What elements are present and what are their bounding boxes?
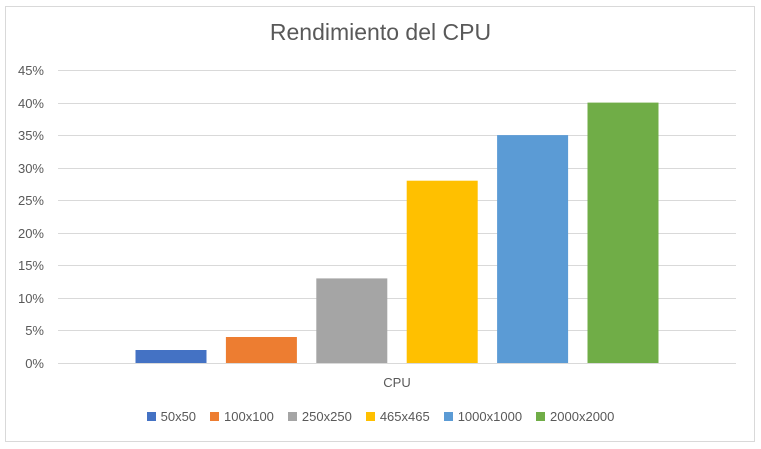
legend-item: 250x250 xyxy=(287,409,352,424)
y-tick-label: 35% xyxy=(18,128,44,143)
y-tick-label: 25% xyxy=(18,193,44,208)
legend-swatch xyxy=(536,412,546,421)
bar-465x465 xyxy=(406,180,478,363)
legend-item: 50x50 xyxy=(146,409,197,424)
y-tick-label: 5% xyxy=(25,323,44,338)
legend-label: 250x250 xyxy=(301,409,352,424)
legend-label: 50x50 xyxy=(160,409,197,424)
legend-item: 1000x1000 xyxy=(443,409,523,424)
legend-swatch xyxy=(443,412,453,421)
legend-label: 1000x1000 xyxy=(457,409,523,424)
y-tick-label: 15% xyxy=(18,258,44,273)
legend-label: 465x465 xyxy=(379,409,430,424)
x-category-label: CPU xyxy=(383,375,410,390)
legend-item: 100x100 xyxy=(210,409,274,424)
legend-label: 100x100 xyxy=(224,409,274,424)
chart-title: Rendimiento del CPU xyxy=(269,19,492,45)
bar-1000x1000 xyxy=(497,135,569,363)
legend-swatch xyxy=(287,412,297,421)
bar-2000x2000 xyxy=(587,102,659,363)
y-tick-label: 10% xyxy=(18,291,44,306)
y-tick-label: 20% xyxy=(18,226,44,241)
y-tick-label: 0% xyxy=(25,356,44,371)
y-tick-label: 45% xyxy=(18,63,44,78)
bar-100x100 xyxy=(225,337,297,363)
chart-legend: 50x50 100x100 250x250 465x465 1000x1000 2000x… xyxy=(0,409,761,424)
legend-item: 465x465 xyxy=(365,409,430,424)
legend-swatch xyxy=(146,412,156,421)
legend-item: 2000x2000 xyxy=(536,409,614,424)
y-tick-label: 30% xyxy=(18,161,44,176)
bar-250x250 xyxy=(316,278,388,363)
legend-swatch xyxy=(365,412,375,421)
y-tick-label: 40% xyxy=(18,96,44,111)
bar-50x50 xyxy=(135,350,207,363)
legend-label: 2000x2000 xyxy=(550,409,615,424)
legend-swatch xyxy=(210,412,220,421)
